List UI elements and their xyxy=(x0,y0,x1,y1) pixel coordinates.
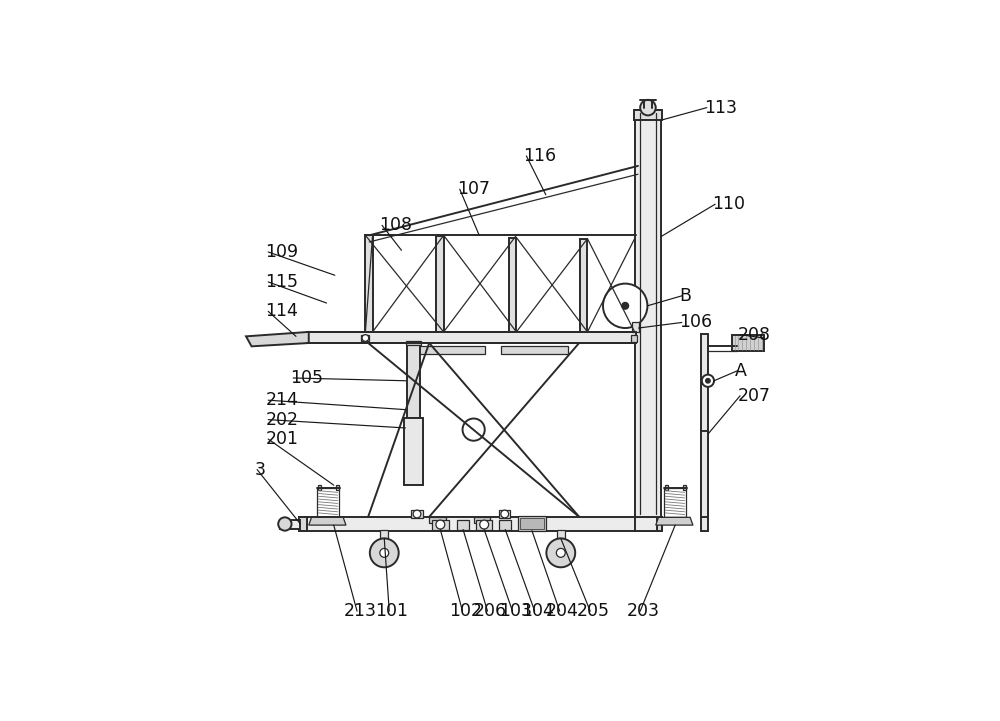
Bar xyxy=(429,518,446,523)
Bar xyxy=(635,517,662,531)
Text: 207: 207 xyxy=(737,386,770,404)
Text: 104: 104 xyxy=(521,602,554,620)
Circle shape xyxy=(480,520,489,529)
Bar xyxy=(307,332,636,343)
Bar xyxy=(407,343,420,418)
Bar xyxy=(318,485,321,490)
Bar xyxy=(580,239,587,332)
Bar xyxy=(432,520,449,529)
Circle shape xyxy=(278,518,292,531)
Circle shape xyxy=(380,549,389,557)
Bar xyxy=(632,322,639,332)
Text: 102: 102 xyxy=(449,602,482,620)
Bar xyxy=(635,110,661,518)
Text: A: A xyxy=(735,362,746,380)
Text: 113: 113 xyxy=(704,99,737,117)
Circle shape xyxy=(362,335,369,341)
Circle shape xyxy=(603,283,647,328)
Bar xyxy=(657,517,662,531)
Bar xyxy=(664,488,686,518)
Text: 107: 107 xyxy=(457,180,490,198)
Text: 106: 106 xyxy=(679,314,712,332)
Bar xyxy=(557,529,565,539)
Bar xyxy=(509,237,516,332)
Bar xyxy=(631,335,637,342)
Bar xyxy=(476,520,492,529)
Bar xyxy=(299,517,660,531)
Bar xyxy=(499,510,510,518)
Bar xyxy=(499,520,511,529)
Polygon shape xyxy=(309,518,346,525)
Bar xyxy=(665,485,668,490)
Text: 105: 105 xyxy=(290,369,323,387)
Circle shape xyxy=(640,99,656,115)
Circle shape xyxy=(702,375,714,387)
Text: 206: 206 xyxy=(474,602,507,620)
Bar xyxy=(317,488,339,518)
Text: 213: 213 xyxy=(343,602,376,620)
Text: 116: 116 xyxy=(524,147,557,165)
Polygon shape xyxy=(280,520,300,529)
Circle shape xyxy=(556,549,565,557)
Bar xyxy=(501,346,568,354)
Text: 3: 3 xyxy=(254,461,265,479)
Text: 201: 201 xyxy=(265,430,298,448)
Bar xyxy=(518,516,546,531)
Bar xyxy=(457,520,469,529)
Text: 208: 208 xyxy=(737,326,770,344)
Circle shape xyxy=(436,520,445,529)
Circle shape xyxy=(622,303,629,309)
Text: 108: 108 xyxy=(379,216,412,234)
Text: 109: 109 xyxy=(265,243,299,261)
Circle shape xyxy=(546,539,575,567)
Bar xyxy=(701,430,708,517)
Bar xyxy=(413,346,485,354)
Text: 205: 205 xyxy=(576,602,609,620)
Circle shape xyxy=(706,379,710,383)
Text: 115: 115 xyxy=(265,273,298,291)
Circle shape xyxy=(463,418,485,441)
Text: 103: 103 xyxy=(499,602,532,620)
Text: 101: 101 xyxy=(376,602,409,620)
Circle shape xyxy=(370,539,399,567)
Text: 110: 110 xyxy=(712,195,745,213)
Text: 204: 204 xyxy=(546,602,579,620)
Polygon shape xyxy=(246,332,309,346)
Circle shape xyxy=(501,510,509,518)
Bar xyxy=(683,485,686,490)
Circle shape xyxy=(413,510,421,518)
Bar xyxy=(406,341,421,345)
Bar xyxy=(380,529,388,539)
Bar xyxy=(436,236,444,332)
Bar xyxy=(411,510,423,518)
Text: 202: 202 xyxy=(265,411,298,428)
Polygon shape xyxy=(656,518,693,525)
Bar xyxy=(299,517,307,531)
Text: 214: 214 xyxy=(265,392,298,410)
Text: B: B xyxy=(679,287,691,305)
Text: 114: 114 xyxy=(265,302,298,320)
Bar xyxy=(404,418,423,485)
Bar xyxy=(634,110,662,120)
Bar xyxy=(520,518,544,529)
Bar xyxy=(701,334,708,531)
Bar xyxy=(474,518,490,523)
Bar xyxy=(361,335,369,341)
Text: 203: 203 xyxy=(626,602,659,620)
Bar xyxy=(336,485,339,490)
Bar xyxy=(365,235,373,332)
Bar xyxy=(732,335,764,351)
